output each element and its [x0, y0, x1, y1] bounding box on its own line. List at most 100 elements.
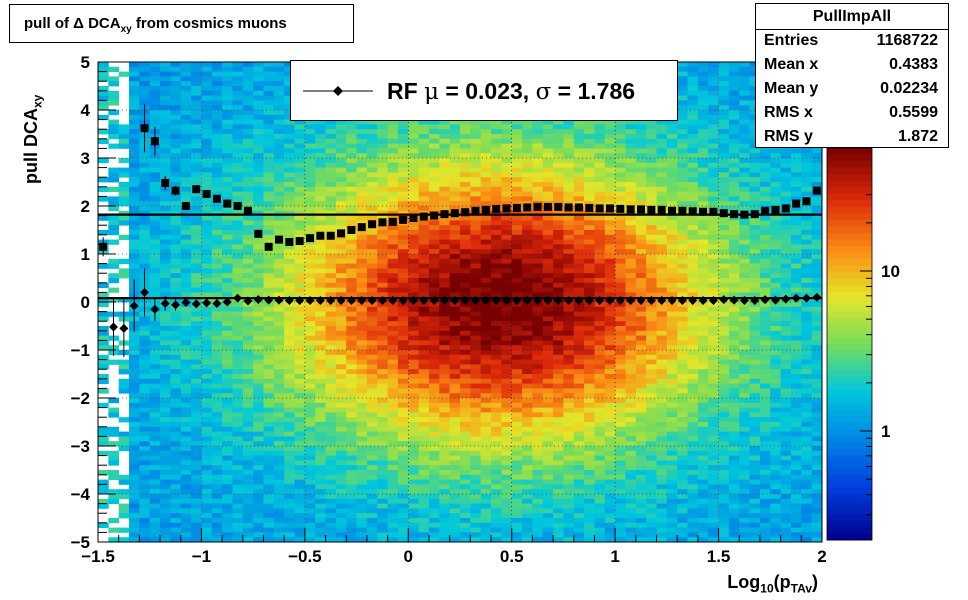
heat-cell [232, 455, 244, 461]
heat-cell [604, 383, 616, 389]
heat-cell [108, 215, 120, 221]
heat-cell [273, 364, 285, 370]
heat-cell [284, 234, 295, 240]
heat-cell [315, 426, 326, 432]
heat-cell [491, 484, 502, 490]
heat-cell [594, 244, 606, 250]
heat-cell [460, 321, 471, 327]
heat-cell [356, 474, 368, 480]
heat-cell [129, 66, 140, 72]
heat-cell [263, 518, 275, 524]
heat-cell [387, 378, 399, 384]
heat-cell [511, 470, 523, 476]
heat-cell [553, 460, 564, 466]
heat-cell [542, 268, 554, 274]
heat-cell [553, 388, 564, 394]
heat-cell [108, 239, 120, 245]
heat-cell [625, 186, 637, 192]
heat-cell [387, 470, 399, 476]
heat-cell [232, 388, 244, 394]
heat-cell [160, 66, 171, 72]
heat-cell [242, 119, 254, 125]
heat-cell [366, 335, 378, 341]
heat-cell [377, 230, 388, 236]
heat-cell [594, 465, 606, 471]
heat-cell [263, 450, 275, 456]
heat-cell [356, 450, 368, 456]
heat-cell [615, 436, 626, 442]
heat-cell [542, 470, 554, 476]
heat-cell [470, 359, 482, 365]
heat-cell [449, 426, 461, 432]
heat-cell [149, 508, 161, 514]
heat-cell [294, 518, 306, 524]
heat-cell [222, 374, 233, 380]
heat-cell [460, 412, 471, 418]
heat-cell [346, 134, 357, 140]
heat-cell [201, 374, 213, 380]
heat-cell [253, 508, 264, 514]
heat-cell [366, 460, 378, 466]
heat-cell [449, 182, 461, 188]
heat-cell [98, 354, 109, 360]
heat-cell [615, 162, 626, 168]
heat-cell [418, 484, 430, 490]
heat-cell [108, 470, 120, 476]
heat-cell [501, 350, 513, 356]
heat-cell [242, 244, 254, 250]
heat-cell [304, 537, 316, 542]
heat-cell [366, 258, 378, 264]
heat-cell [129, 100, 140, 106]
heat-cell [129, 537, 140, 542]
heat-cell [201, 393, 213, 399]
heat-cell [449, 378, 461, 384]
heat-cell [335, 402, 347, 408]
heat-cell [253, 494, 264, 500]
heat-cell [129, 124, 140, 130]
heat-cell [522, 220, 533, 226]
heat-cell [191, 196, 202, 202]
heat-cell [584, 177, 595, 183]
heat-cell [335, 119, 347, 125]
heat-cell [501, 330, 513, 336]
heat-cell [346, 489, 357, 495]
heat-cell [542, 335, 554, 341]
heat-cell [522, 374, 533, 380]
heat-cell [584, 426, 595, 432]
heat-cell [408, 460, 420, 466]
heat-cell [108, 441, 120, 447]
heat-cell [335, 388, 347, 394]
heat-cell [377, 422, 388, 428]
heat-cell [460, 220, 471, 226]
heat-cell [211, 311, 223, 317]
heat-cell [98, 66, 109, 72]
heat-cell [356, 254, 368, 260]
heat-cell [377, 215, 388, 221]
heat-cell [222, 494, 233, 500]
heat-cell [418, 158, 430, 164]
heat-cell [428, 484, 440, 490]
heat-cell [170, 412, 182, 418]
heat-cell [335, 273, 347, 279]
heat-cell [129, 364, 140, 370]
heat-cell [366, 518, 378, 524]
heat-cell [211, 124, 223, 130]
heat-cell [428, 143, 440, 149]
heat-cell [428, 412, 440, 418]
heat-cell [211, 254, 223, 260]
heat-cell [491, 306, 502, 312]
heat-cell [553, 158, 564, 164]
heat-cell [460, 527, 471, 533]
heat-cell [573, 124, 585, 130]
heat-cell [532, 162, 544, 168]
heat-cell [366, 148, 378, 154]
heat-cell [366, 537, 378, 542]
heat-cell [408, 311, 420, 317]
heat-cell [242, 230, 254, 236]
heat-cell [304, 340, 316, 346]
heat-cell [170, 513, 182, 519]
heat-cell [346, 479, 357, 485]
heat-cell [408, 138, 420, 144]
heat-cell [284, 292, 295, 298]
heat-cell [201, 95, 213, 101]
